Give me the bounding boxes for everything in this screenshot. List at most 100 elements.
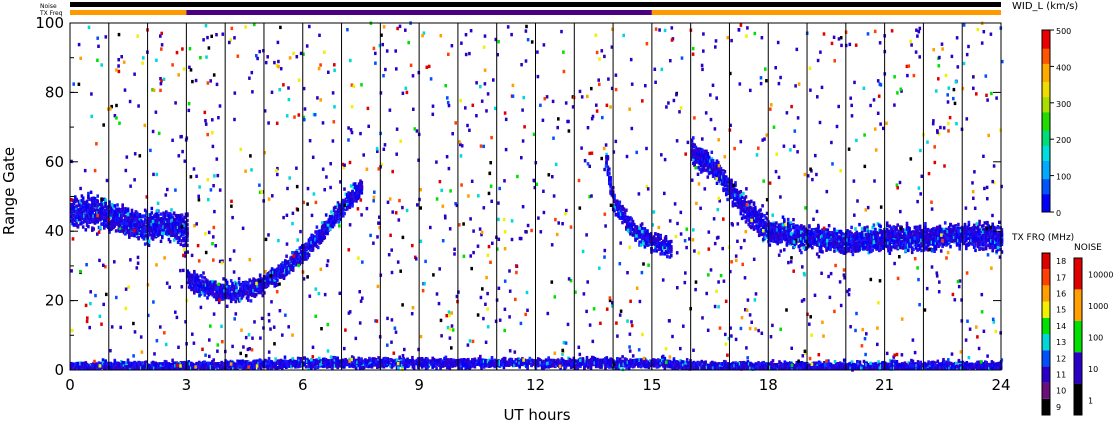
data-cell <box>775 234 778 239</box>
data-cell <box>646 229 649 233</box>
data-cell <box>76 217 80 221</box>
data-cell <box>360 191 364 195</box>
data-cell <box>299 245 303 250</box>
data-cell <box>789 240 793 245</box>
data-cell <box>863 227 866 231</box>
data-cell <box>260 288 263 293</box>
data-cell <box>757 217 761 221</box>
data-cell <box>114 207 118 211</box>
data-cell <box>176 219 180 223</box>
data-cell <box>863 237 866 241</box>
data-cell <box>903 243 906 247</box>
data-cell <box>309 245 312 250</box>
data-cell <box>344 192 348 196</box>
data-cell <box>143 226 147 230</box>
data-cell <box>342 198 345 203</box>
data-cell <box>800 233 803 237</box>
data-cell <box>846 240 849 244</box>
data-cell <box>851 243 855 247</box>
data-cell <box>357 182 361 186</box>
data-cell <box>178 238 181 242</box>
data-cell <box>751 209 754 213</box>
data-cell <box>871 248 874 252</box>
data-cell <box>698 150 702 154</box>
data-cell <box>835 239 839 244</box>
data-cell <box>223 289 226 293</box>
data-cell <box>615 199 619 203</box>
data-cell <box>789 237 793 241</box>
data-cell <box>662 239 665 243</box>
data-cell <box>897 229 901 233</box>
data-cell <box>318 229 321 233</box>
data-cell <box>783 220 786 224</box>
data-cell <box>765 228 769 233</box>
data-cell <box>248 278 251 282</box>
data-cell <box>186 269 189 273</box>
data-cell <box>822 231 826 235</box>
data-cell <box>627 217 631 221</box>
data-cell <box>299 255 303 259</box>
data-cell <box>866 235 869 240</box>
data-cell <box>891 231 894 235</box>
data-cell <box>841 245 844 249</box>
data-cell <box>120 224 123 228</box>
data-cell <box>719 166 723 171</box>
data-cell <box>694 155 698 160</box>
data-cell <box>842 242 845 246</box>
data-cell <box>135 233 139 238</box>
data-cell <box>699 153 703 157</box>
data-cell <box>833 238 836 242</box>
data-cell <box>723 180 727 185</box>
data-cell <box>625 225 628 230</box>
data-cell <box>193 291 196 295</box>
data-cell <box>163 231 167 235</box>
data-cell <box>121 203 124 207</box>
data-cell <box>846 229 849 233</box>
data-cell <box>79 222 82 226</box>
data-cell <box>779 235 782 239</box>
data-cell <box>827 234 831 238</box>
data-cell <box>837 238 840 242</box>
data-cell <box>128 233 131 238</box>
data-cell <box>239 287 242 291</box>
data-cell <box>662 246 665 251</box>
data-cell <box>349 194 353 198</box>
data-cell <box>839 229 843 234</box>
data-cell <box>95 218 98 222</box>
data-cell <box>893 246 897 250</box>
data-cell <box>120 228 123 232</box>
data-cell <box>225 292 229 296</box>
data-cell <box>920 244 923 248</box>
data-cell <box>760 214 764 218</box>
data-cell <box>637 233 640 237</box>
data-cell <box>316 233 320 237</box>
data-cell <box>339 217 342 221</box>
data-cell <box>895 232 898 236</box>
data-cell <box>862 241 865 245</box>
data-cell <box>245 290 249 295</box>
data-cell <box>870 249 873 253</box>
data-cell <box>89 205 93 209</box>
data-cell <box>143 242 147 246</box>
data-cell <box>80 221 84 225</box>
data-cell <box>323 236 327 240</box>
data-cell <box>698 153 702 157</box>
data-cell <box>176 221 180 225</box>
data-cell <box>176 226 180 230</box>
data-cell <box>839 250 843 254</box>
data-cell <box>72 209 76 213</box>
data-cell <box>640 235 644 239</box>
data-cell <box>751 224 754 229</box>
data-cell <box>239 289 242 293</box>
data-cell <box>295 258 299 262</box>
data-cell <box>298 259 302 263</box>
data-cell <box>609 180 612 185</box>
data-cell <box>311 246 315 250</box>
data-cell <box>667 244 670 248</box>
data-cell <box>818 246 822 250</box>
data-cell <box>746 210 749 215</box>
data-cell <box>781 215 785 219</box>
data-cell <box>808 241 811 245</box>
data-cell <box>81 196 85 200</box>
data-cell <box>876 222 880 226</box>
